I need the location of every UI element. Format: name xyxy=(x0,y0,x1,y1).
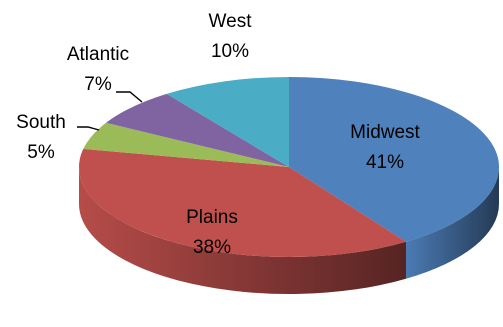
slice-name-plains: Plains xyxy=(186,207,238,228)
pie-slice-midwest xyxy=(289,77,500,242)
slice-label-south: South 5% xyxy=(16,112,66,163)
slice-name-atlantic: Atlantic xyxy=(67,44,129,65)
slice-labels: Midwest 41% Plains 38% South 5% Atlantic 7% West… xyxy=(16,11,420,258)
slice-percent-plains: 38% xyxy=(193,237,231,258)
slice-label-west: West 10% xyxy=(209,11,253,62)
pie-slice-plains xyxy=(79,148,407,257)
slice-label-plains: Plains 38% xyxy=(186,207,238,258)
slice-name-west: West xyxy=(209,11,253,32)
slice-percent-south: 5% xyxy=(27,142,55,163)
leader-lines xyxy=(77,91,143,131)
slice-percent-atlantic: 7% xyxy=(84,74,112,95)
slice-percent-west: 10% xyxy=(211,41,249,62)
leader-line-south xyxy=(77,126,100,131)
pie-side-midwest xyxy=(406,167,500,279)
pie-slice-south xyxy=(83,122,289,167)
slice-name-midwest: Midwest xyxy=(350,122,420,143)
pie-side-plains xyxy=(79,167,407,294)
pie-slice-atlantic xyxy=(106,93,289,167)
pie-slice-west xyxy=(166,77,289,167)
slice-percent-midwest: 41% xyxy=(366,152,404,173)
pie-side-faces xyxy=(79,167,500,294)
slice-label-midwest: Midwest 41% xyxy=(350,122,420,173)
slice-name-south: South xyxy=(16,112,66,133)
leader-line-atlantic xyxy=(116,91,143,103)
slice-label-atlantic: Atlantic 7% xyxy=(67,44,129,95)
pie-top-faces xyxy=(79,77,500,257)
